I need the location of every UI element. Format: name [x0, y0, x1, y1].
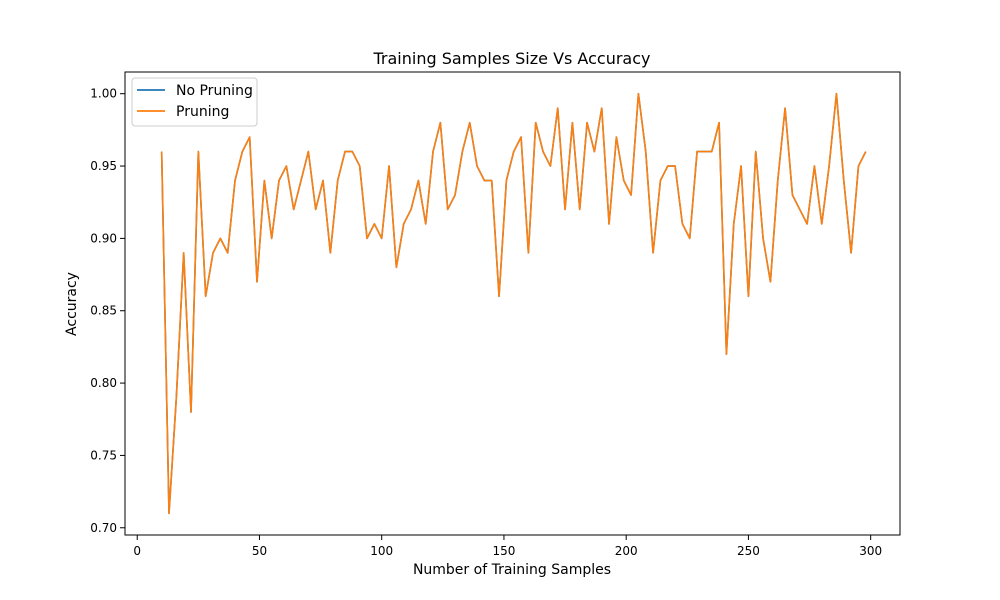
x-tick-label: 0: [133, 544, 141, 558]
x-axis: 0 50 100 150 200 250 300: [133, 535, 882, 558]
y-tick-label: 1.00: [90, 87, 117, 101]
y-axis: 0.70 0.75 0.80 0.85 0.90 0.95 1.00: [90, 87, 125, 535]
legend: No Pruning Pruning: [131, 77, 258, 127]
x-tick-label: 150: [492, 544, 515, 558]
x-tick-label: 100: [370, 544, 393, 558]
y-tick-label: 0.95: [90, 159, 117, 173]
x-tick-label: 250: [737, 544, 760, 558]
y-axis-label: Accuracy: [64, 272, 80, 336]
x-tick-label: 300: [859, 544, 882, 558]
y-tick-label: 0.75: [90, 448, 117, 462]
legend-label: No Pruning: [176, 83, 253, 99]
y-tick-label: 0.90: [90, 231, 117, 245]
y-tick-label: 0.85: [90, 304, 117, 318]
series-line-pruning: [160, 92, 867, 515]
series-layer: [160, 92, 867, 515]
y-tick-label: 0.80: [90, 376, 117, 390]
plot-frame: [124, 71, 901, 536]
plot-area: [124, 71, 901, 536]
legend-label: Pruning: [176, 104, 229, 120]
x-tick-label: 200: [615, 544, 638, 558]
x-tick-label: 50: [252, 544, 267, 558]
x-axis-label: Number of Training Samples: [413, 562, 611, 578]
y-tick-label: 0.70: [90, 521, 117, 535]
chart-title: Training Samples Size Vs Accuracy: [373, 49, 651, 68]
